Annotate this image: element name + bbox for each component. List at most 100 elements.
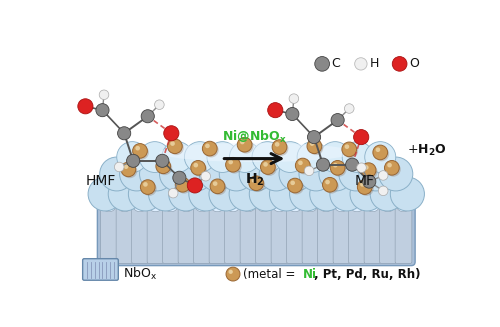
Circle shape bbox=[156, 154, 169, 167]
FancyBboxPatch shape bbox=[116, 205, 133, 263]
Circle shape bbox=[376, 147, 380, 152]
Circle shape bbox=[298, 161, 303, 165]
Circle shape bbox=[124, 164, 128, 169]
Circle shape bbox=[290, 177, 324, 211]
Circle shape bbox=[134, 145, 149, 160]
Circle shape bbox=[154, 100, 164, 110]
Text: , Pt, Pd, Ru, Rh): , Pt, Pd, Ru, Rh) bbox=[314, 267, 420, 281]
Circle shape bbox=[373, 145, 388, 160]
Ellipse shape bbox=[211, 201, 224, 212]
FancyBboxPatch shape bbox=[209, 205, 226, 263]
Ellipse shape bbox=[226, 201, 239, 212]
Circle shape bbox=[270, 177, 304, 211]
Circle shape bbox=[358, 180, 372, 194]
FancyBboxPatch shape bbox=[302, 205, 319, 263]
Text: C: C bbox=[332, 57, 340, 70]
Circle shape bbox=[191, 161, 206, 175]
Circle shape bbox=[310, 141, 314, 146]
Circle shape bbox=[202, 141, 217, 156]
Ellipse shape bbox=[180, 201, 193, 212]
Circle shape bbox=[99, 90, 109, 99]
Circle shape bbox=[374, 146, 389, 161]
Circle shape bbox=[272, 140, 287, 154]
Circle shape bbox=[344, 144, 349, 149]
Circle shape bbox=[162, 142, 193, 172]
Circle shape bbox=[177, 179, 192, 194]
Circle shape bbox=[252, 178, 256, 183]
Circle shape bbox=[184, 142, 216, 172]
Circle shape bbox=[158, 161, 163, 166]
Circle shape bbox=[142, 181, 156, 196]
Circle shape bbox=[290, 181, 295, 185]
Circle shape bbox=[362, 163, 376, 178]
Circle shape bbox=[275, 142, 280, 146]
Ellipse shape bbox=[366, 201, 379, 212]
Ellipse shape bbox=[118, 201, 131, 212]
Circle shape bbox=[308, 141, 324, 155]
FancyBboxPatch shape bbox=[286, 205, 304, 263]
FancyBboxPatch shape bbox=[178, 205, 195, 263]
Text: MF: MF bbox=[355, 174, 375, 188]
Circle shape bbox=[226, 157, 240, 172]
Circle shape bbox=[359, 181, 374, 196]
Circle shape bbox=[168, 177, 203, 211]
Text: HMF: HMF bbox=[86, 174, 117, 188]
Circle shape bbox=[325, 180, 330, 184]
FancyBboxPatch shape bbox=[348, 205, 366, 263]
Circle shape bbox=[315, 57, 330, 71]
Circle shape bbox=[330, 161, 345, 175]
Ellipse shape bbox=[258, 201, 270, 212]
FancyBboxPatch shape bbox=[224, 205, 242, 263]
Circle shape bbox=[227, 159, 242, 174]
Circle shape bbox=[114, 162, 124, 172]
Text: H: H bbox=[370, 57, 380, 70]
Circle shape bbox=[360, 182, 365, 187]
Ellipse shape bbox=[196, 201, 208, 212]
FancyBboxPatch shape bbox=[162, 205, 180, 263]
Circle shape bbox=[220, 157, 254, 191]
Circle shape bbox=[316, 158, 330, 171]
Circle shape bbox=[392, 57, 407, 71]
Text: (metal =: (metal = bbox=[243, 267, 299, 281]
Circle shape bbox=[346, 158, 359, 171]
Circle shape bbox=[319, 157, 353, 191]
Circle shape bbox=[201, 171, 210, 181]
FancyBboxPatch shape bbox=[132, 205, 148, 263]
Ellipse shape bbox=[304, 201, 317, 212]
FancyBboxPatch shape bbox=[60, 35, 453, 296]
Circle shape bbox=[122, 164, 138, 178]
Circle shape bbox=[118, 127, 131, 140]
Text: Ni: Ni bbox=[303, 267, 317, 281]
Circle shape bbox=[250, 177, 284, 211]
FancyBboxPatch shape bbox=[333, 205, 350, 263]
Circle shape bbox=[310, 177, 344, 211]
Circle shape bbox=[384, 161, 399, 175]
Circle shape bbox=[354, 58, 367, 70]
Circle shape bbox=[136, 146, 140, 150]
Ellipse shape bbox=[273, 201, 286, 212]
Circle shape bbox=[188, 178, 202, 193]
Circle shape bbox=[140, 180, 155, 194]
Circle shape bbox=[260, 160, 275, 174]
Text: $+ \mathbf{H_2O}$: $+ \mathbf{H_2O}$ bbox=[407, 143, 447, 159]
Circle shape bbox=[297, 160, 312, 174]
Circle shape bbox=[307, 139, 322, 154]
Text: O: O bbox=[409, 57, 419, 70]
Circle shape bbox=[140, 142, 170, 172]
Text: $\bf{H_2}$: $\bf{H_2}$ bbox=[245, 172, 264, 188]
Ellipse shape bbox=[350, 201, 364, 212]
Circle shape bbox=[250, 178, 265, 192]
Circle shape bbox=[170, 141, 175, 146]
Ellipse shape bbox=[320, 201, 332, 212]
Circle shape bbox=[128, 177, 162, 211]
Circle shape bbox=[212, 181, 226, 195]
Circle shape bbox=[194, 163, 198, 167]
Circle shape bbox=[330, 177, 364, 211]
FancyBboxPatch shape bbox=[98, 193, 415, 266]
Circle shape bbox=[359, 157, 393, 191]
Circle shape bbox=[148, 177, 182, 211]
Circle shape bbox=[228, 160, 233, 164]
Circle shape bbox=[286, 108, 299, 121]
FancyBboxPatch shape bbox=[240, 205, 257, 263]
FancyBboxPatch shape bbox=[194, 205, 210, 263]
